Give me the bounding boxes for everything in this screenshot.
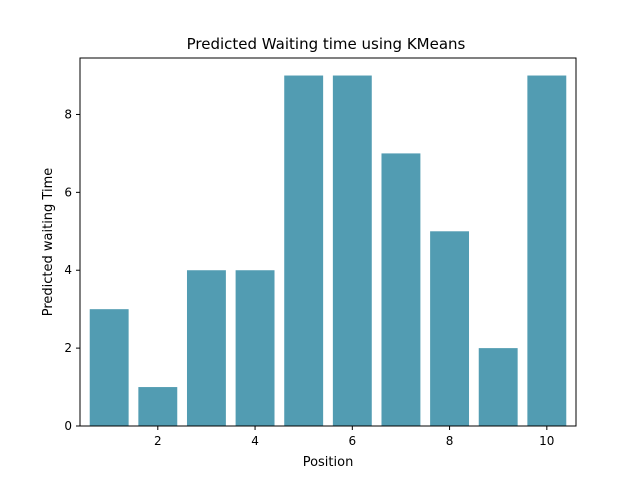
bar-position-9 (478, 348, 518, 426)
y-tick-label: 8 (64, 107, 72, 121)
bar-position-4 (235, 270, 275, 426)
x-tick-label: 8 (446, 434, 454, 448)
plot-frame (79, 57, 577, 427)
bar-position-6 (332, 75, 372, 427)
bar-position-3 (186, 270, 226, 426)
y-tick-label: 4 (64, 263, 72, 277)
x-tick-label: 6 (348, 434, 356, 448)
bar-position-5 (284, 75, 324, 427)
y-ticks-group: 0 2 4 6 8 (64, 107, 80, 433)
bar-position-10 (527, 75, 567, 427)
x-tick-label: 10 (539, 434, 554, 448)
x-axis-label: Position (303, 455, 354, 470)
x-ticks-group: 2 4 6 8 10 (154, 426, 554, 448)
y-tick-label: 6 (64, 185, 72, 199)
chart-title: Predicted Waiting time using KMeans (187, 35, 466, 53)
y-tick-label: 0 (64, 419, 72, 433)
y-tick-label: 2 (64, 341, 72, 355)
bars-group (89, 75, 567, 427)
bar-position-7 (381, 153, 421, 426)
x-tick-label: 2 (154, 434, 162, 448)
y-axis-label: Predicted waiting Time (41, 168, 56, 317)
x-tick-label: 4 (251, 434, 259, 448)
bar-position-2 (138, 387, 178, 426)
bar-position-8 (430, 231, 470, 426)
bar-position-1 (89, 309, 129, 426)
